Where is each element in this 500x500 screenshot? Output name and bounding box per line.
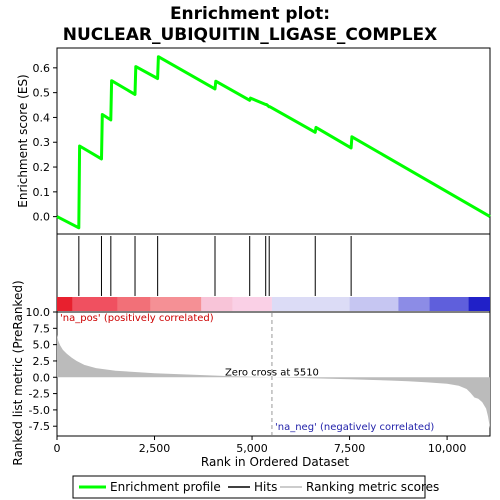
legend-label-enrichment-profile: Enrichment profile: [110, 480, 221, 494]
heatmap-segment: [150, 297, 202, 311]
es-y-tick-label: 0.5: [33, 87, 51, 100]
legend-label-hits: Hits: [254, 480, 277, 494]
es-y-tick-label: 0.2: [33, 161, 51, 174]
metric-y-tick-label: -5.0: [29, 404, 50, 417]
heatmap-segment: [398, 297, 430, 311]
pos-correlated-label: 'na_pos' (positively correlated): [60, 313, 214, 324]
es-y-tick-label: 0.6: [33, 62, 51, 75]
metric-x-tick-label: 5,000: [236, 442, 268, 455]
metric-y-tick-label: 5.0: [33, 339, 51, 352]
es-panel: 0.0 0.1 0.2 0.3 0.4 0.5 0.6 Enrichment score (…: [16, 47, 491, 235]
heatmap-segment: [232, 297, 272, 311]
metric-x-tick-label: 0: [54, 442, 61, 455]
heatmap-segment: [468, 297, 490, 311]
es-y-axis-label: Enrichment score (ES): [16, 74, 30, 207]
metric-x-tick-label: 7,500: [334, 442, 366, 455]
metric-x-tick-label: 2,500: [139, 442, 171, 455]
heatmap-segment: [117, 297, 151, 311]
hits-panel: [56, 233, 491, 313]
chart-title-line2: NUCLEAR_UBIQUITIN_LIGASE_COMPLEX: [63, 25, 438, 45]
heatmap-segment: [429, 297, 469, 311]
enrichment-profile-line: [56, 55, 491, 230]
heatmap-segment: [271, 297, 350, 311]
heatmap-segment: [57, 297, 73, 311]
heatmap-segment: [349, 297, 399, 311]
metric-y-tick-label: 0.0: [33, 371, 51, 384]
heatmap-segment: [72, 297, 118, 311]
metric-y-tick-label: 2.5: [33, 355, 51, 368]
es-y-tick-label: 0.3: [33, 136, 51, 149]
chart-title-line1: Enrichment plot:: [170, 4, 330, 24]
metric-y-axis-label: Ranked list metric (PreRanked): [11, 280, 25, 465]
heatmap-segment: [201, 297, 233, 311]
metric-panel: 10.0 7.5 5.0 2.5 0.0 -2.5 -5.0 -7.5 0 2,500 5,000…: [11, 280, 491, 469]
metric-x-tick-label: 10,000: [428, 442, 467, 455]
neg-correlated-label: 'na_neg' (negatively correlated): [275, 422, 434, 433]
legend-label-ranking-metric: Ranking metric scores: [306, 480, 439, 494]
metric-x-axis-label: Rank in Ordered Dataset: [201, 455, 349, 469]
metric-y-tick-label: 7.5: [33, 322, 51, 335]
metric-y-tick-label: -7.5: [29, 420, 50, 433]
es-y-tick-label: 0.1: [33, 186, 51, 199]
es-y-tick-label: 0.0: [33, 211, 51, 224]
metric-y-tick-label: -2.5: [29, 388, 50, 401]
zero-cross-label: Zero cross at 5510: [225, 367, 319, 378]
es-plot-frame: [56, 47, 491, 235]
legend: Enrichment profile Hits Ranking metric s…: [72, 475, 439, 499]
metric-y-tick-label: 10.0: [26, 306, 51, 319]
es-y-tick-label: 0.4: [33, 111, 51, 124]
